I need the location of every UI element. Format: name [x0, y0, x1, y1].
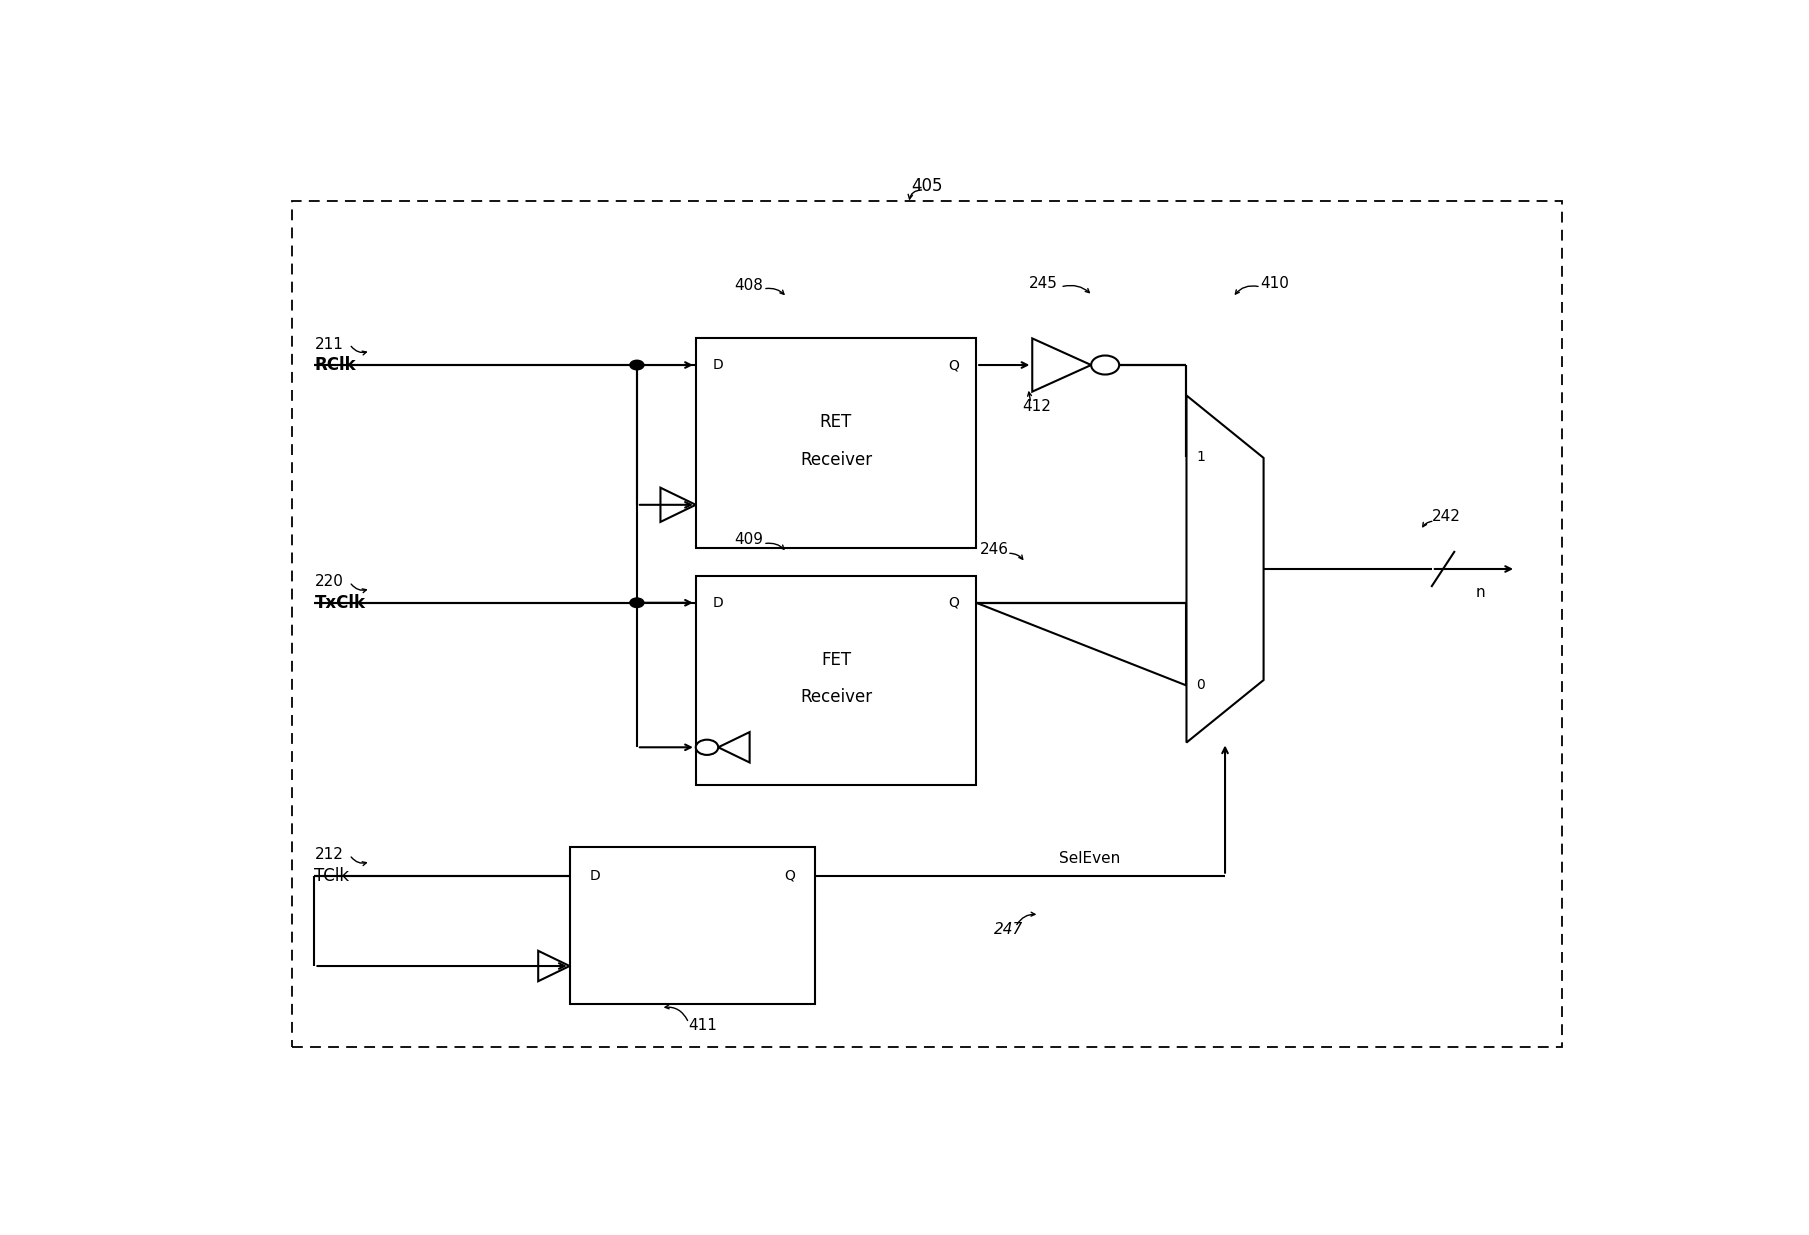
Text: 242: 242 [1431, 509, 1460, 524]
Text: n: n [1476, 585, 1485, 600]
Circle shape [696, 740, 718, 755]
Bar [696, 576, 977, 785]
Text: Q: Q [948, 595, 959, 610]
Text: SelEven: SelEven [1058, 851, 1120, 866]
Text: 0: 0 [1196, 678, 1205, 693]
Text: 405: 405 [912, 178, 942, 195]
Text: Q: Q [785, 868, 796, 883]
Text: 211: 211 [315, 337, 344, 352]
Text: Receiver: Receiver [800, 451, 872, 469]
Text: 410: 410 [1261, 275, 1290, 290]
Text: D: D [713, 358, 724, 372]
Text: RET: RET [819, 412, 852, 431]
Text: 212: 212 [315, 847, 344, 862]
Text: D: D [713, 595, 724, 610]
Text: 409: 409 [734, 532, 763, 547]
Text: 247: 247 [993, 923, 1024, 937]
Text: D: D [590, 868, 601, 883]
Text: TxClk: TxClk [315, 594, 365, 611]
Circle shape [630, 361, 644, 369]
Text: 245: 245 [1029, 275, 1058, 290]
Text: 246: 246 [980, 542, 1009, 557]
Text: Q: Q [948, 358, 959, 372]
Bar [570, 847, 814, 1004]
Bar [696, 338, 977, 547]
Text: 412: 412 [1022, 399, 1051, 415]
Bar [291, 200, 1563, 1047]
Text: TClk: TClk [315, 867, 349, 884]
Text: 1: 1 [1196, 451, 1205, 464]
Circle shape [1091, 356, 1120, 374]
Text: FET: FET [821, 651, 850, 669]
Text: 408: 408 [734, 278, 763, 293]
Text: Receiver: Receiver [800, 688, 872, 706]
Text: 411: 411 [689, 1019, 716, 1034]
Circle shape [630, 598, 644, 608]
Text: 220: 220 [315, 574, 344, 589]
Text: RClk: RClk [315, 356, 356, 374]
